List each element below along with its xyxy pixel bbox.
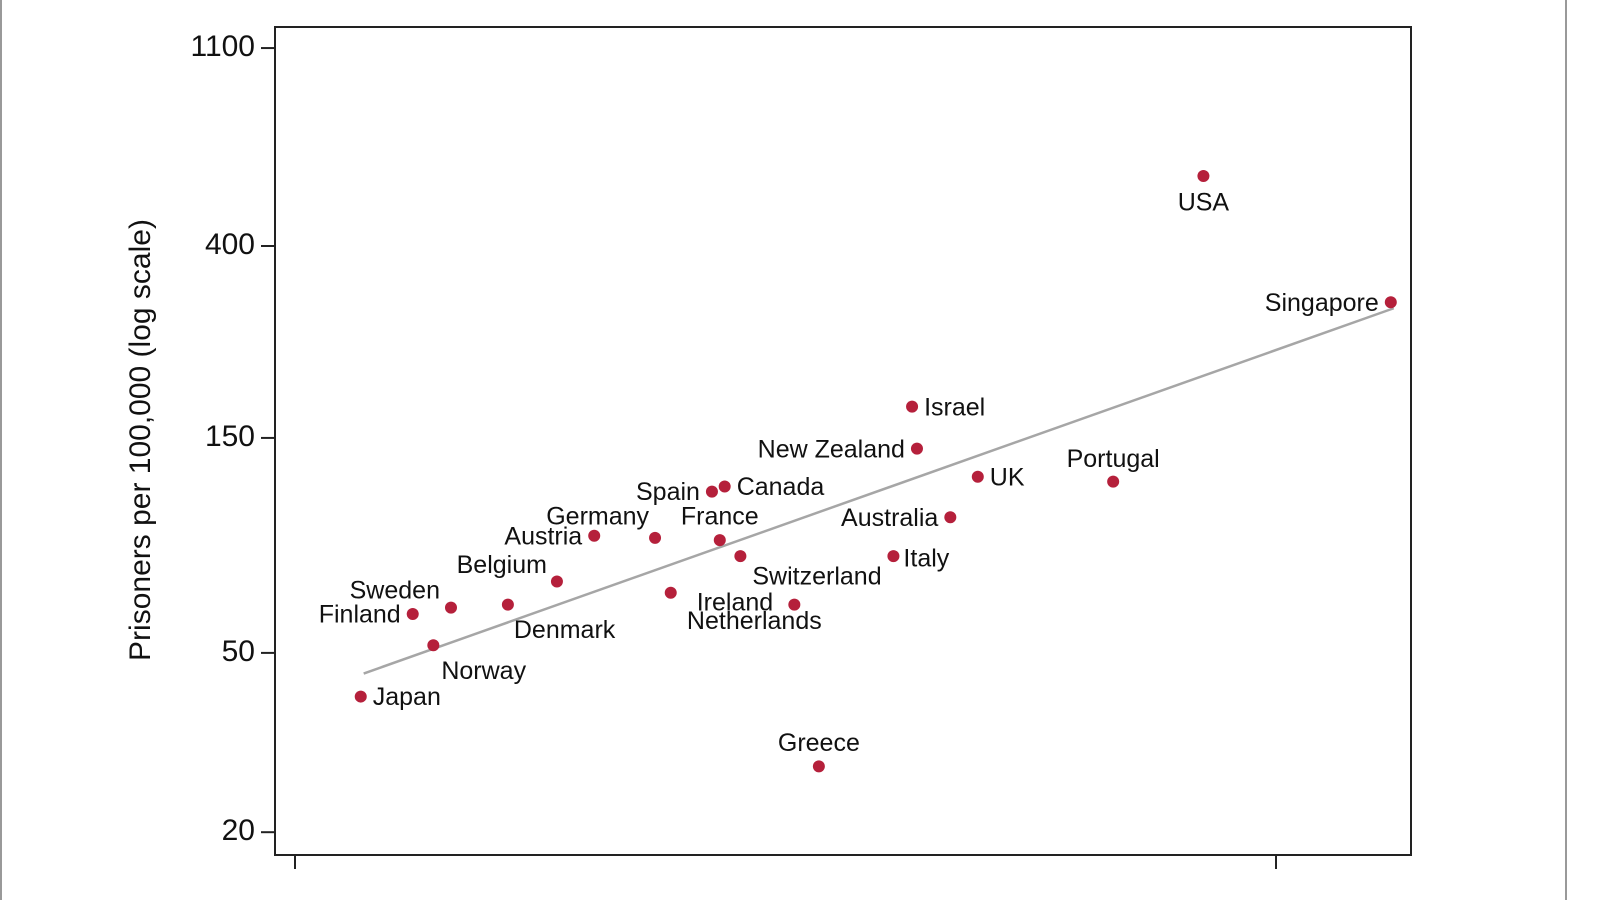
point — [649, 531, 662, 544]
point — [444, 601, 457, 614]
y-tick-label: 150 — [205, 420, 255, 453]
point — [588, 529, 601, 542]
point-label: France — [681, 503, 759, 531]
point-label: Portugal — [1067, 445, 1160, 473]
point — [910, 442, 923, 455]
point-label: Spain — [636, 478, 700, 506]
y-tick-label: 400 — [205, 228, 255, 261]
point-label: Austria — [504, 522, 582, 550]
point-label: Belgium — [457, 551, 547, 579]
point-label: New Zealand — [758, 435, 905, 463]
point — [550, 575, 563, 588]
point — [705, 485, 718, 498]
point — [354, 690, 367, 703]
point — [906, 400, 919, 413]
point-label: Sweden — [350, 576, 440, 604]
point — [427, 639, 440, 652]
point-label: Switzerland — [752, 563, 881, 591]
point — [501, 598, 514, 611]
y-tick-label: 20 — [222, 814, 255, 847]
point-label: Israel — [924, 393, 985, 421]
point-label: Canada — [737, 473, 825, 501]
point — [718, 480, 731, 493]
point-label: Norway — [441, 657, 526, 685]
point — [788, 598, 801, 611]
point — [887, 550, 900, 563]
y-axis-title: Prisoners per 100,000 (log scale) — [124, 219, 157, 661]
y-tick-label: 1100 — [190, 30, 255, 63]
point — [1384, 296, 1397, 309]
point — [734, 550, 747, 563]
point — [971, 470, 984, 483]
point-label: Netherlands — [687, 607, 822, 635]
y-tick-label: 50 — [222, 635, 255, 668]
point-label: Japan — [373, 683, 441, 711]
point — [1107, 475, 1120, 488]
point-label: Singapore — [1265, 289, 1379, 317]
point — [406, 607, 419, 620]
point-label: Greece — [778, 729, 860, 757]
point-label: Ireland — [697, 588, 773, 616]
plot-frame — [274, 26, 1412, 856]
point — [1197, 170, 1210, 183]
point-label: Denmark — [514, 616, 616, 644]
point — [713, 534, 726, 547]
point — [944, 511, 957, 524]
point-label: UK — [990, 463, 1025, 491]
trend-line — [363, 307, 1395, 675]
point-label: Finland — [319, 601, 401, 629]
point-label: Australia — [841, 504, 938, 532]
point-label: Germany — [546, 502, 649, 530]
point-label: Italy — [903, 545, 949, 573]
point-label: USA — [1178, 189, 1230, 217]
point — [812, 760, 825, 773]
point — [664, 586, 677, 599]
